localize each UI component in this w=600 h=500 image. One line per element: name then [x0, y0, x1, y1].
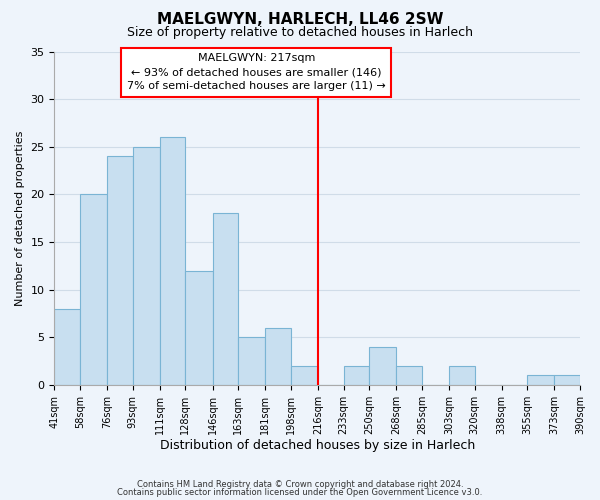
Bar	[291, 366, 318, 385]
Bar	[185, 270, 212, 385]
Bar	[554, 376, 580, 385]
X-axis label: Distribution of detached houses by size in Harlech: Distribution of detached houses by size …	[160, 440, 475, 452]
Bar	[449, 366, 475, 385]
Bar	[107, 156, 133, 385]
Text: Contains public sector information licensed under the Open Government Licence v3: Contains public sector information licen…	[118, 488, 482, 497]
Bar	[369, 347, 396, 385]
Text: MAELGWYN, HARLECH, LL46 2SW: MAELGWYN, HARLECH, LL46 2SW	[157, 12, 443, 28]
Bar	[133, 146, 160, 385]
Bar	[212, 214, 238, 385]
Text: Size of property relative to detached houses in Harlech: Size of property relative to detached ho…	[127, 26, 473, 39]
Text: MAELGWYN: 217sqm
← 93% of detached houses are smaller (146)
7% of semi-detached : MAELGWYN: 217sqm ← 93% of detached house…	[127, 54, 386, 92]
Bar	[344, 366, 369, 385]
Bar	[160, 137, 185, 385]
Bar	[55, 308, 80, 385]
Bar	[396, 366, 422, 385]
Bar	[238, 337, 265, 385]
Bar	[265, 328, 291, 385]
Bar	[527, 376, 554, 385]
Bar	[80, 194, 107, 385]
Y-axis label: Number of detached properties: Number of detached properties	[15, 130, 25, 306]
Text: Contains HM Land Registry data © Crown copyright and database right 2024.: Contains HM Land Registry data © Crown c…	[137, 480, 463, 489]
